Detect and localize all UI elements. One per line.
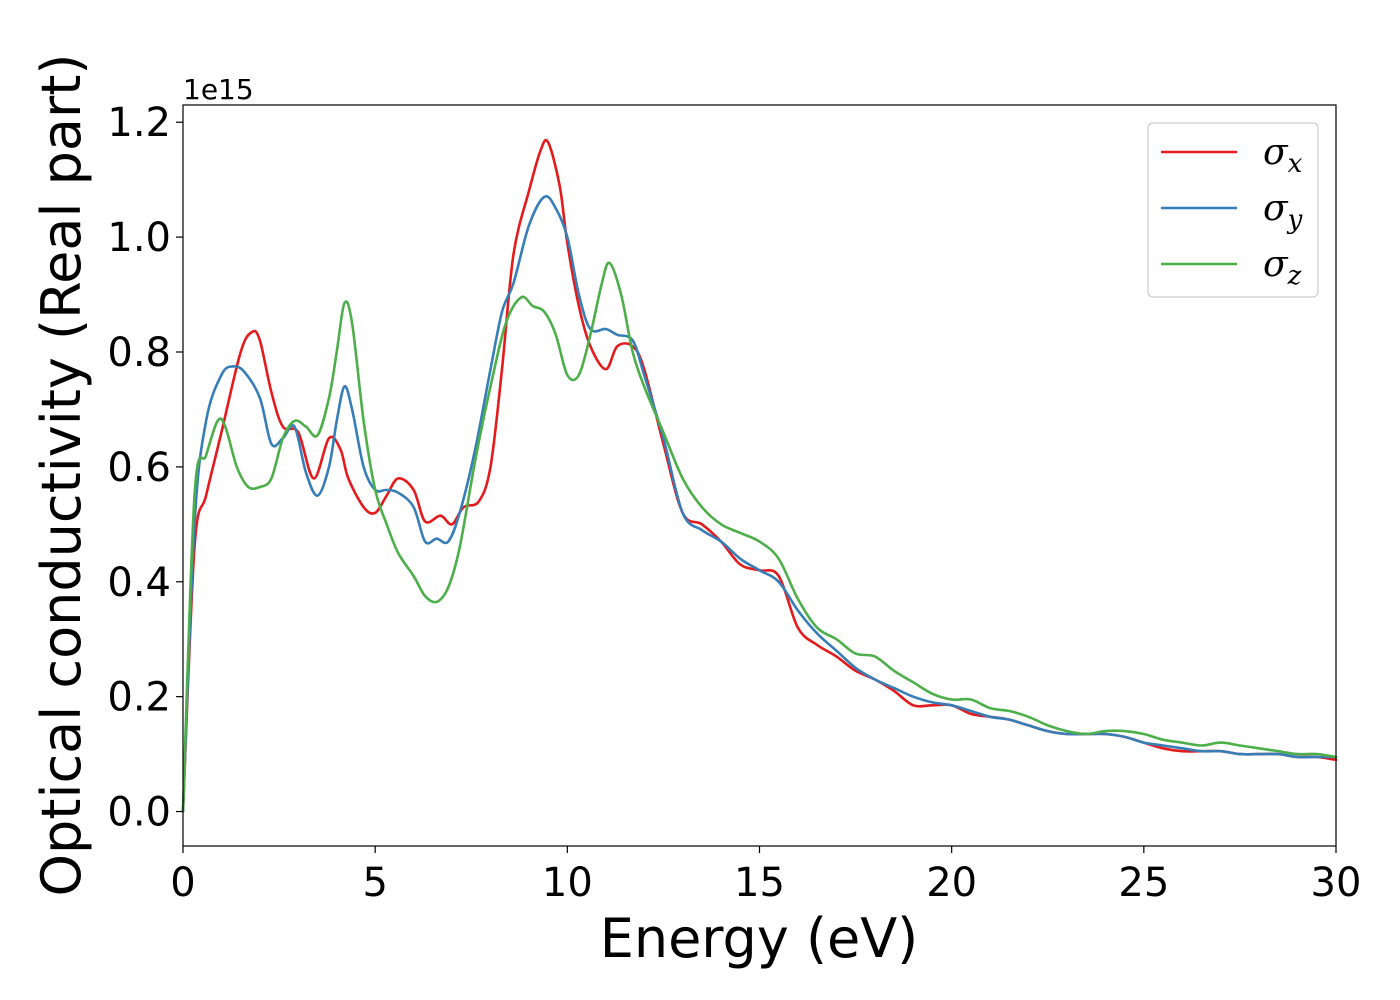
y-tick-label: 1.0 [107,215,171,261]
legend-label-x: σx [1263,132,1303,179]
legend-label-z: σz [1263,244,1302,291]
series-layer [181,138,1338,813]
y-tick-label: 0.2 [107,675,171,721]
x-tick-label: 10 [542,860,593,906]
legend-box [1147,122,1319,298]
series-line-z [181,261,1338,813]
y-tick-label: 1.2 [107,100,171,146]
x-tick-label: 20 [926,860,977,906]
y-tick-label: 0.0 [107,790,171,836]
y-axis: 0.0 0.2 0.4 0.6 0.8 1.0 1.2 [107,100,183,836]
x-tick-label: 0 [170,860,195,906]
x-axis-title: Energy (eV) [600,907,919,970]
x-tick-label: 15 [734,860,785,906]
y-axis-title: Optical conductivity (Real part) [30,54,93,897]
x-tick-label: 30 [1311,860,1362,906]
legend-label-y: σy [1263,188,1303,235]
y-tick-label: 0.4 [107,560,171,606]
x-tick-label: 25 [1118,860,1169,906]
legend: σx σy σz [1147,122,1319,298]
x-tick-label: 5 [362,860,387,906]
x-axis: 0 5 10 15 20 25 30 [170,846,1361,906]
y-offset-text: 1e15 [183,73,254,106]
y-tick-label: 0.6 [107,445,171,491]
y-tick-label: 0.8 [107,330,171,376]
